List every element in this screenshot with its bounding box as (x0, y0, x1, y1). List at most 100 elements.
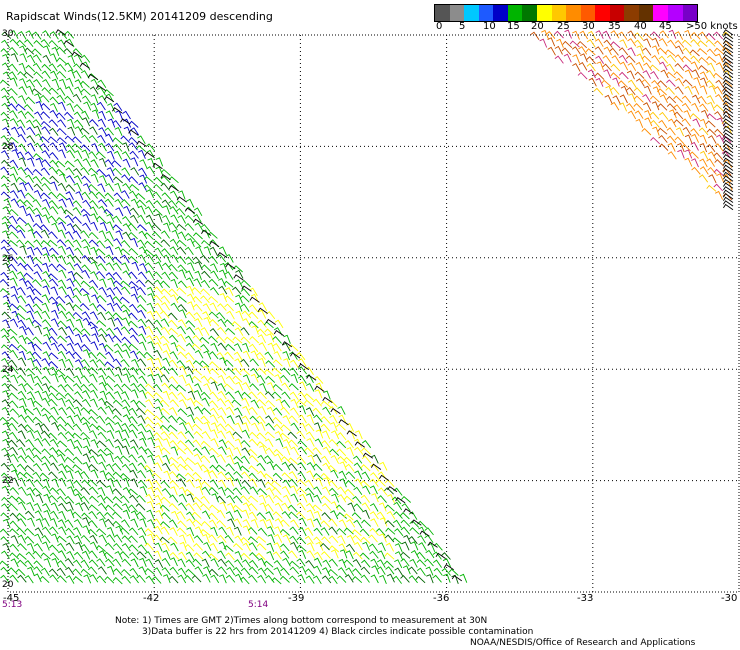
wind-barb (17, 189, 26, 199)
wind-barb (18, 157, 27, 167)
wind-barb (74, 366, 84, 376)
wind-barb (88, 231, 99, 240)
wind-barb (65, 527, 75, 536)
wind-barb (72, 93, 82, 103)
wind-barb (89, 311, 99, 320)
wind-barb (129, 303, 139, 312)
wind-barb (273, 448, 284, 457)
wind-barb (1, 102, 11, 112)
wind-barb (265, 311, 276, 320)
wind-barb (370, 558, 379, 568)
wind-barb (361, 519, 372, 527)
wind-barb (274, 526, 283, 536)
wind-barb (66, 254, 76, 263)
wind-barb (361, 455, 372, 464)
wind-barb (104, 198, 114, 207)
wind-barb (315, 382, 324, 392)
wind-barb (56, 303, 67, 311)
wind-barb (186, 493, 195, 503)
wind-barb (57, 384, 67, 393)
wind-barb (9, 366, 19, 375)
wind-barb (32, 62, 42, 72)
wind-barb (47, 432, 58, 441)
wind-barb (193, 543, 203, 551)
wind-barb (17, 357, 27, 367)
wind-barb (706, 56, 717, 63)
wind-barb (11, 310, 20, 320)
wind-barb (58, 101, 67, 111)
wind-barb (147, 437, 156, 447)
wind-barb (81, 550, 91, 560)
wind-barb (200, 288, 211, 296)
wind-barb (684, 69, 693, 79)
wind-barb (240, 537, 251, 545)
wind-barb (359, 552, 370, 560)
wind-barb (602, 30, 611, 40)
wind-barb (74, 150, 83, 159)
wind-barb (137, 239, 146, 248)
wind-barb (225, 253, 234, 263)
wind-barb (32, 222, 43, 231)
wind-barb (17, 374, 27, 383)
wind-barb (97, 311, 107, 321)
wind-barb (273, 329, 285, 337)
wind-barb (185, 502, 195, 512)
wind-barb (121, 336, 132, 345)
wind-barb (248, 511, 258, 521)
wind-barb (0, 574, 10, 583)
wind-barb (320, 416, 331, 424)
wind-barb (56, 87, 66, 96)
wind-barb (226, 566, 236, 576)
wind-barb (112, 271, 123, 280)
wind-barb (91, 109, 100, 119)
wind-barb (666, 79, 676, 87)
wind-barb (65, 542, 75, 551)
wind-barb (106, 287, 116, 296)
wind-barb (103, 447, 114, 455)
wind-barb (346, 430, 357, 437)
wind-barb (147, 293, 155, 303)
wind-barb (1, 221, 10, 231)
wind-barb (191, 574, 202, 583)
wind-barb (1, 351, 11, 360)
wind-barb (146, 366, 154, 376)
wind-barb (370, 463, 382, 470)
wind-barb (257, 527, 268, 536)
wind-barb (72, 239, 82, 248)
color-scale-label-5: 25 (557, 21, 570, 32)
wind-barb (10, 198, 20, 207)
wind-barb (105, 254, 115, 263)
wind-barb (676, 142, 685, 152)
wind-barb (130, 157, 139, 167)
wind-barb (51, 421, 60, 431)
wind-barb (138, 566, 147, 576)
wind-barb (272, 511, 283, 519)
wind-barb (41, 302, 50, 312)
wind-barb (112, 296, 122, 305)
wind-barb (723, 175, 734, 182)
lat-label-24: 24 (2, 365, 14, 375)
wind-barb (169, 494, 179, 503)
wind-barb (393, 519, 402, 529)
wind-barb (161, 230, 170, 239)
wind-barb (73, 480, 83, 489)
wind-barb (320, 400, 331, 408)
wind-barb (400, 575, 410, 583)
wind-barb (24, 560, 34, 569)
wind-barb (137, 358, 147, 367)
wind-barb (545, 31, 556, 39)
wind-barb (723, 82, 734, 89)
wind-barb (192, 296, 203, 304)
wind-barb (161, 382, 171, 391)
wind-barb (136, 494, 146, 503)
wind-barb (81, 149, 90, 159)
wind-barb (135, 192, 146, 200)
wind-barb (186, 342, 196, 351)
wind-barb (541, 29, 549, 40)
wind-barb (169, 519, 178, 528)
wind-barb (596, 61, 604, 71)
wind-barb (335, 504, 346, 513)
wind-barb (96, 528, 107, 536)
wind-barb (659, 30, 669, 39)
wind-barb (0, 239, 11, 247)
